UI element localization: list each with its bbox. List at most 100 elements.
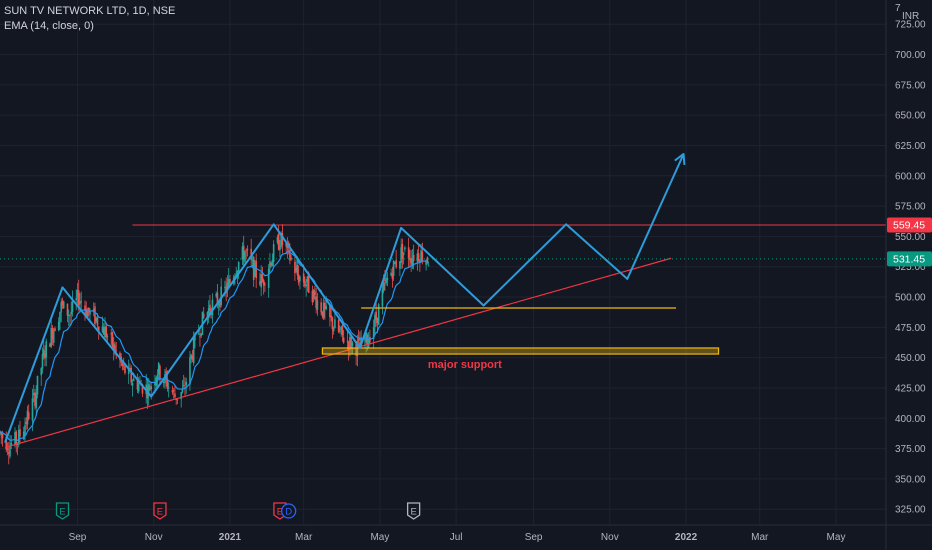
candle-body (381, 289, 384, 307)
candle-body (391, 273, 394, 279)
candle-body (421, 251, 424, 262)
candle-body (417, 253, 420, 261)
candle-body (325, 305, 327, 310)
time-tick-label: Sep (525, 532, 543, 543)
candle-body (115, 350, 118, 352)
candle-body (194, 334, 196, 341)
candle-body (244, 251, 246, 262)
candle-body (262, 280, 265, 286)
time-axis[interactable]: Sep Nov 2021 Mar May Jul Sep Nov 2022 Mar May (0, 524, 932, 543)
candle-body (315, 296, 317, 308)
candle-body (401, 243, 404, 259)
major-support-label: major support (428, 359, 502, 371)
candle-body (342, 337, 345, 343)
candle-body (304, 281, 306, 287)
candle-body (267, 268, 270, 288)
price-axis[interactable]: 325.00 350.00 375.00 400.00 425.00 450.00 475.… (885, 0, 932, 550)
candle-body (316, 300, 319, 310)
candle-body (71, 300, 74, 312)
candle-body (351, 342, 354, 347)
candle-body (311, 290, 314, 303)
candle-body (270, 262, 272, 266)
candle-body (62, 301, 65, 309)
earnings-marker[interactable] (153, 502, 167, 520)
candle-body (157, 362, 160, 375)
projection-arrowhead (674, 152, 686, 166)
earnings-marker[interactable] (406, 502, 421, 520)
candle-body (121, 362, 124, 367)
candle-body (202, 313, 205, 318)
indicator-legend[interactable]: EMA (14, close, 0) (4, 20, 94, 32)
candle-body (241, 246, 244, 260)
candle-body (305, 284, 307, 287)
price-tick-label: 375.00 (895, 444, 926, 455)
candle-body (61, 300, 64, 306)
candle-body (54, 328, 56, 332)
candle-body (341, 324, 344, 335)
candle-body (24, 425, 26, 435)
candle-body (31, 398, 34, 421)
candle-body (347, 341, 350, 351)
candle-body (22, 431, 25, 440)
candle-body (289, 249, 291, 261)
candle-body (51, 328, 54, 340)
earnings-marker[interactable] (55, 502, 70, 520)
candle-body (124, 363, 126, 374)
candle-body (382, 282, 385, 291)
time-tick-label: Nov (145, 532, 163, 543)
candle-body (17, 429, 20, 445)
candle-body (377, 304, 380, 325)
candle-body (294, 261, 296, 274)
candle-body (34, 392, 36, 406)
symbol-title[interactable]: SUN TV NETWORK LTD, 1D, NSE (4, 5, 176, 17)
candle-body (364, 340, 366, 342)
chart-drawings[interactable]: major support (0, 152, 886, 448)
candle-body (374, 315, 376, 328)
price-tick-label: 350.00 (895, 474, 926, 485)
candle-body (172, 390, 175, 392)
candle-body (95, 317, 98, 322)
candle-body (89, 310, 91, 315)
candle-body (184, 387, 186, 389)
candle-body (85, 308, 88, 317)
candle-body (375, 311, 377, 321)
candle-body (324, 302, 326, 309)
candle-body (114, 345, 116, 354)
candle-body (44, 353, 46, 359)
candle-body (189, 357, 191, 385)
event-marker-letter: E (157, 507, 163, 518)
candle-body (339, 331, 341, 332)
candle-body (32, 392, 35, 396)
candle-body (245, 250, 247, 252)
candle-body (192, 338, 195, 364)
candle-body (27, 412, 30, 419)
candle-body (42, 349, 45, 357)
candle-body (94, 306, 96, 325)
projection-path (4, 153, 685, 443)
candle-body (321, 311, 324, 317)
candle-body (59, 311, 61, 322)
candle-body (340, 327, 342, 331)
time-tick-label: Mar (295, 532, 313, 543)
dividend-marker[interactable] (281, 503, 297, 519)
candle-body (207, 307, 210, 316)
candle-body (200, 333, 202, 337)
candle-body (156, 374, 159, 381)
candle-body (255, 260, 257, 279)
candle-body (254, 262, 256, 277)
candle-body (271, 259, 274, 267)
candle-body (181, 388, 184, 393)
time-tick-label: 2021 (219, 532, 242, 543)
candle-body (384, 280, 386, 281)
candle-body (394, 262, 396, 264)
candle-body (411, 257, 414, 267)
candle-body (41, 353, 44, 369)
candle-body (277, 233, 280, 250)
price-tick-label: 525.00 (895, 262, 926, 273)
candle-body (295, 267, 297, 272)
candle-body (19, 429, 21, 437)
price-tick-partial: 7 (895, 3, 901, 14)
price-tick-label: 600.00 (895, 171, 926, 182)
